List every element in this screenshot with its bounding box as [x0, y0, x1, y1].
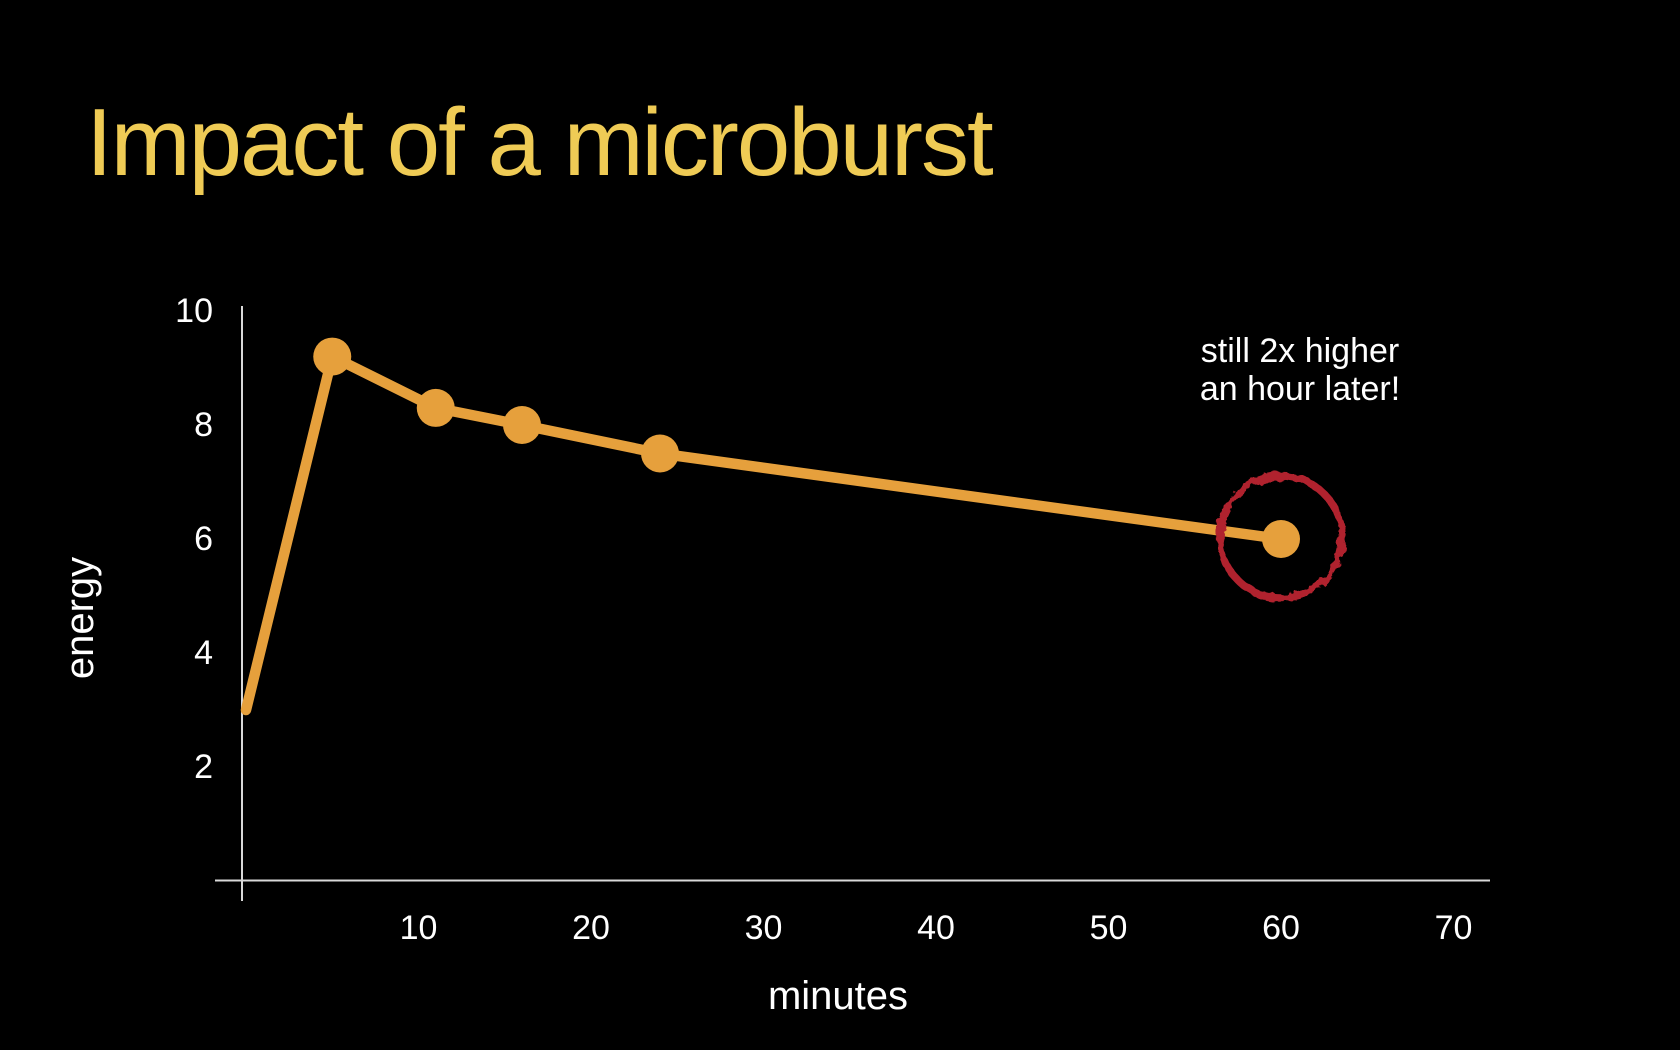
energy-line — [240, 351, 1287, 716]
annotation-line-1: still 2x higher — [1200, 332, 1400, 370]
data-point-marker — [1262, 520, 1300, 558]
y-tick-label: 2 — [194, 748, 213, 786]
highlight-ring — [1216, 472, 1346, 602]
x-tick-label: 70 — [1434, 909, 1473, 947]
y-tick-label: 6 — [194, 520, 213, 558]
x-tick-label: 60 — [1262, 909, 1300, 947]
x-tick-label: 20 — [572, 909, 610, 947]
energy-series — [240, 337, 1300, 716]
y-tick-label: 4 — [194, 634, 213, 672]
y-axis-label: energy — [57, 556, 102, 680]
data-point-marker — [503, 406, 541, 444]
data-point-marker — [641, 434, 679, 473]
y-tick-label: 8 — [194, 406, 213, 444]
chart-annotation: still 2x higher an hour later! — [1105, 332, 1495, 408]
highlight-circle — [1216, 472, 1346, 602]
x-tick-label: 30 — [744, 909, 783, 947]
x-tick-label: 40 — [917, 909, 955, 947]
axes — [215, 306, 1490, 901]
data-point-marker — [313, 337, 352, 376]
slide-title: Impact of a microburst — [86, 89, 994, 196]
annotation-line-2: an hour later! — [1199, 370, 1401, 408]
y-tick-label: 10 — [175, 292, 213, 330]
x-tick-label: 50 — [1089, 909, 1128, 947]
data-point-marker — [416, 388, 455, 427]
x-tick-label: 10 — [399, 909, 438, 947]
x-axis-label: minutes — [767, 974, 909, 1018]
